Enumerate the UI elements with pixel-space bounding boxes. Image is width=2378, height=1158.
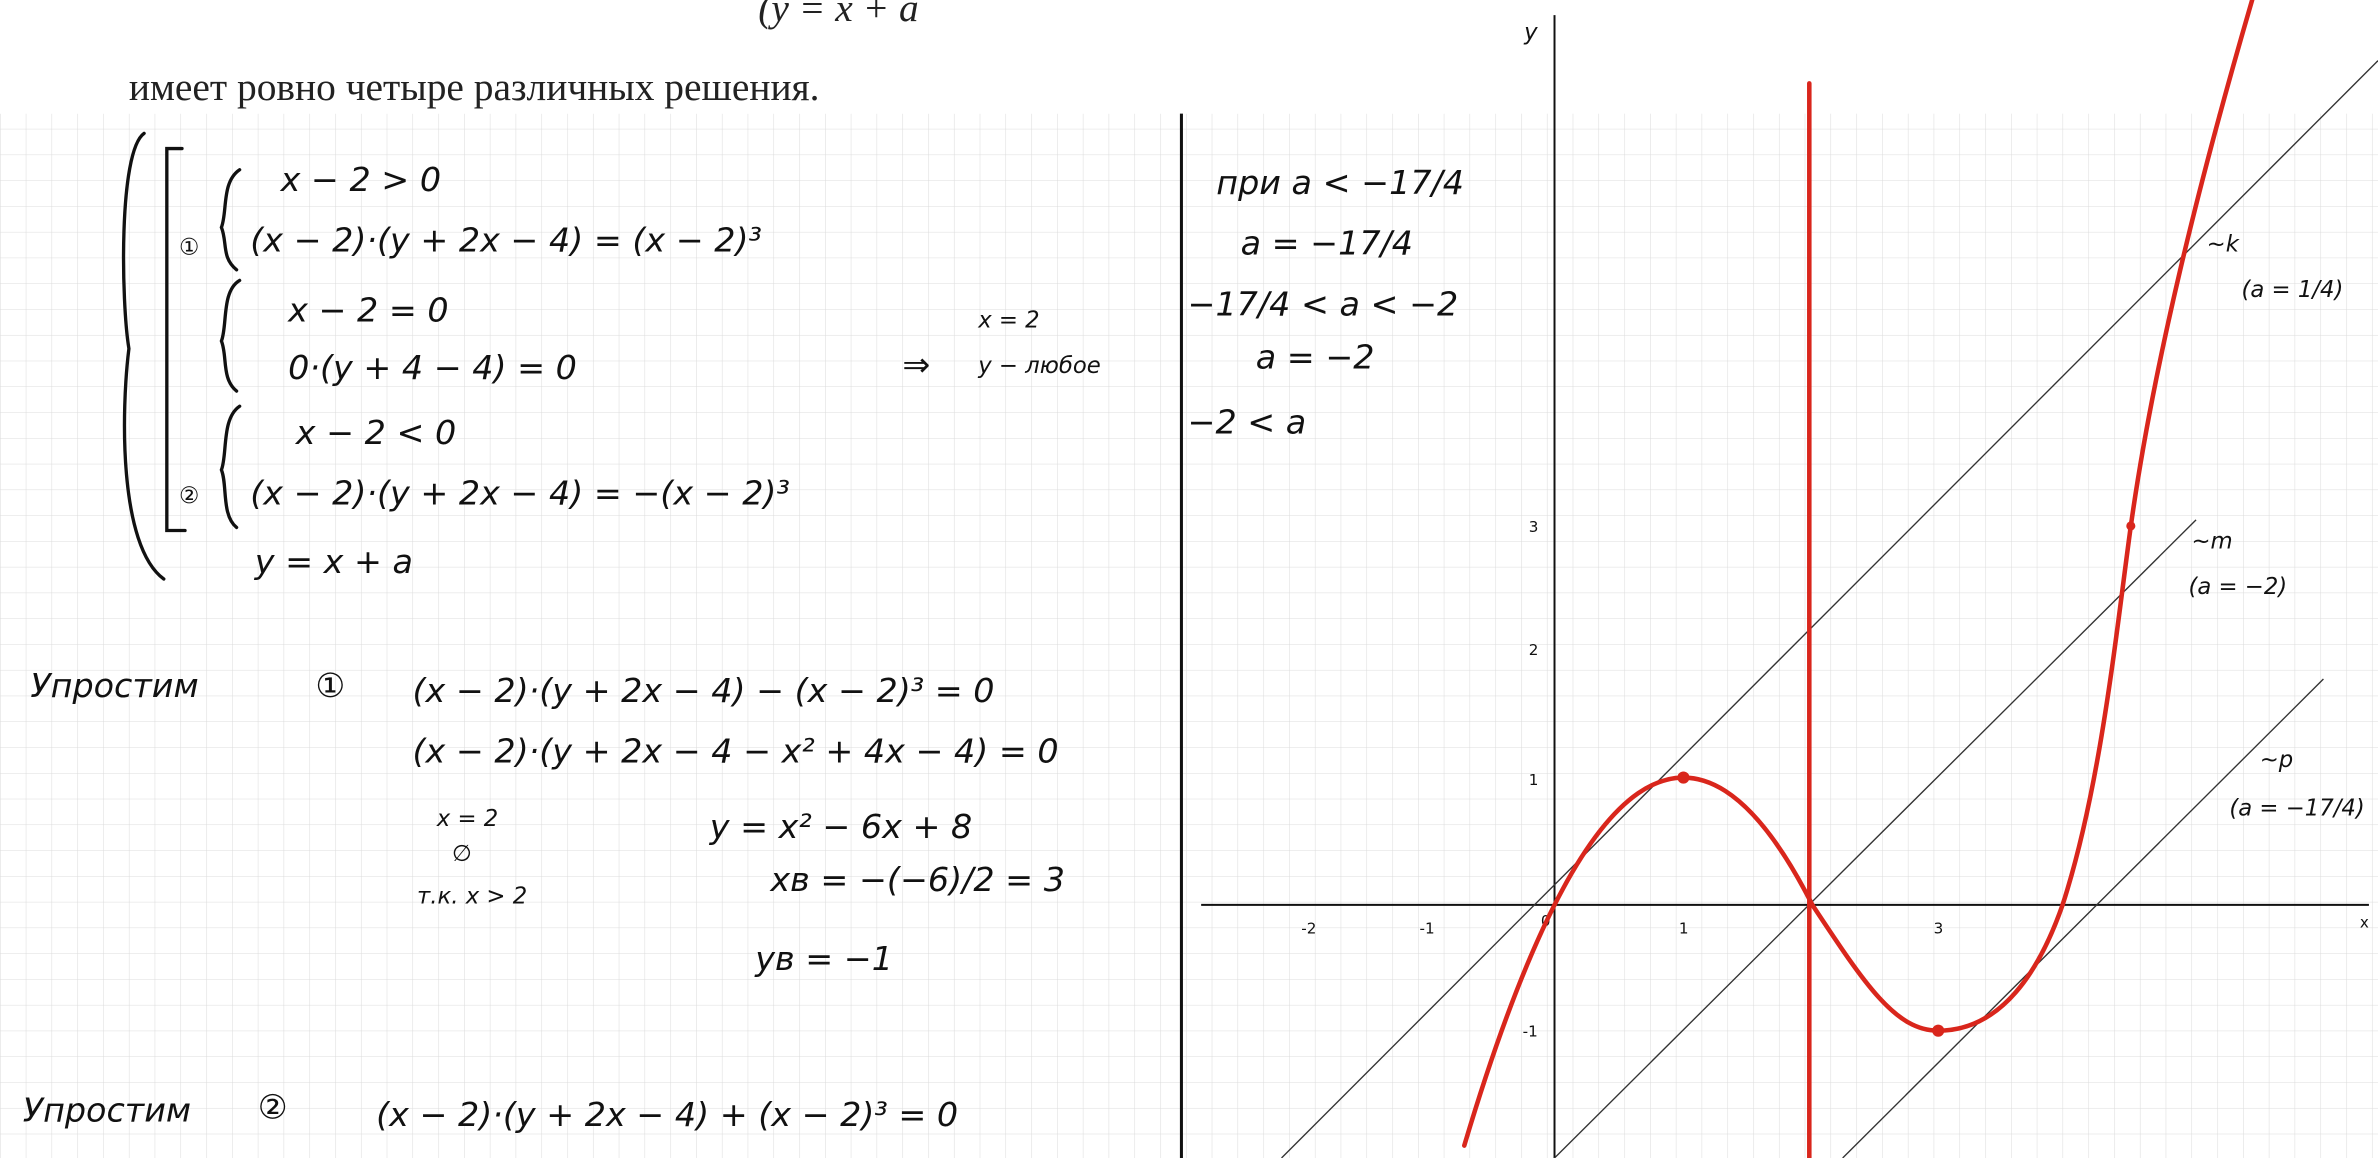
line-name: ~m bbox=[2191, 529, 2232, 555]
brace bbox=[219, 168, 242, 272]
equation: (x − 2)·(y + 2x − 4 − x² + 4x − 4) = 0 bbox=[413, 731, 1059, 770]
marker: ① bbox=[315, 666, 345, 705]
x-tick-label: 3 bbox=[1934, 920, 1944, 938]
y-tick-label: 1 bbox=[1529, 771, 1539, 789]
curve-right bbox=[1810, 0, 2255, 1033]
header-bg bbox=[0, 0, 1517, 114]
point bbox=[1677, 771, 1690, 784]
point bbox=[1932, 1024, 1945, 1037]
equation: (x − 2)·(y + 2x − 4) − (x − 2)³ = 0 bbox=[413, 671, 995, 710]
condition: x − 2 > 0 bbox=[280, 160, 441, 199]
condition: x − 2 = 0 bbox=[287, 290, 448, 329]
case: a = −17/4 bbox=[1241, 224, 1413, 263]
y-tick-label: -1 bbox=[1523, 1023, 1538, 1041]
heading: Упростим bbox=[30, 666, 198, 705]
axis-label: y bbox=[1523, 19, 1538, 45]
vertex-y: yв = −1 bbox=[754, 939, 893, 978]
formula-tail: (y = x + a bbox=[758, 0, 918, 30]
condition: x − 2 < 0 bbox=[295, 413, 456, 452]
y-tick-label: 3 bbox=[1529, 518, 1539, 536]
line-condition: (a = −17/4) bbox=[2229, 795, 2364, 821]
line-m bbox=[1554, 519, 2197, 1158]
line-p bbox=[1842, 678, 2324, 1158]
x-tick-label: -2 bbox=[1301, 920, 1316, 938]
point bbox=[2126, 521, 2136, 531]
y-tick-label: 2 bbox=[1529, 641, 1539, 659]
case: −2 < a bbox=[1187, 402, 1306, 441]
marker: ② bbox=[258, 1088, 288, 1127]
case: −17/4 < a < −2 bbox=[1187, 284, 1458, 323]
outer-brace bbox=[121, 131, 166, 581]
solution-x: x = 2 bbox=[977, 307, 1039, 333]
equation: (x − 2)·(y + 2x − 4) = (x − 2)³ bbox=[250, 221, 762, 260]
bracket bbox=[165, 146, 187, 533]
equation: y = x + a bbox=[254, 542, 413, 581]
result: y = x² − 6x + 8 bbox=[709, 807, 972, 846]
marker: ② bbox=[179, 483, 199, 509]
arrow: ⇒ bbox=[902, 345, 930, 384]
x-tick-label: 1 bbox=[1679, 920, 1689, 938]
case: при a < −17/4 bbox=[1216, 163, 1464, 202]
line-condition: (a = 1/4) bbox=[2242, 277, 2344, 303]
marker: ① bbox=[179, 235, 199, 261]
curve-left bbox=[1462, 775, 1815, 1148]
root: x = 2 bbox=[436, 806, 498, 832]
grid-background bbox=[0, 113, 2378, 1158]
brace bbox=[219, 278, 242, 393]
statement: имеет ровно четыре различных решения. bbox=[129, 65, 820, 109]
empty-set: ∅ bbox=[452, 841, 472, 867]
line-condition: (a = −2) bbox=[2188, 574, 2287, 600]
equation: 0·(y + 4 − 4) = 0 bbox=[288, 348, 577, 387]
brace bbox=[219, 404, 242, 530]
axis-label: x bbox=[2360, 914, 2369, 932]
vertex-x: xв = −(−6)/2 = 3 bbox=[769, 860, 1065, 899]
line-name: ~k bbox=[2207, 232, 2240, 258]
reason: т.к. x > 2 bbox=[417, 883, 527, 909]
line-k bbox=[1281, 60, 2378, 1158]
solution-y: y − любое bbox=[977, 353, 1101, 379]
line-name: ~p bbox=[2260, 747, 2293, 773]
equation: (x − 2)·(y + 2x − 4) = −(x − 2)³ bbox=[250, 474, 790, 513]
case: a = −2 bbox=[1256, 337, 1375, 376]
equation: (x − 2)·(y + 2x − 4) + (x − 2)³ = 0 bbox=[376, 1095, 958, 1134]
x-tick-label: -1 bbox=[1420, 920, 1435, 938]
heading: Упростим bbox=[23, 1091, 191, 1130]
